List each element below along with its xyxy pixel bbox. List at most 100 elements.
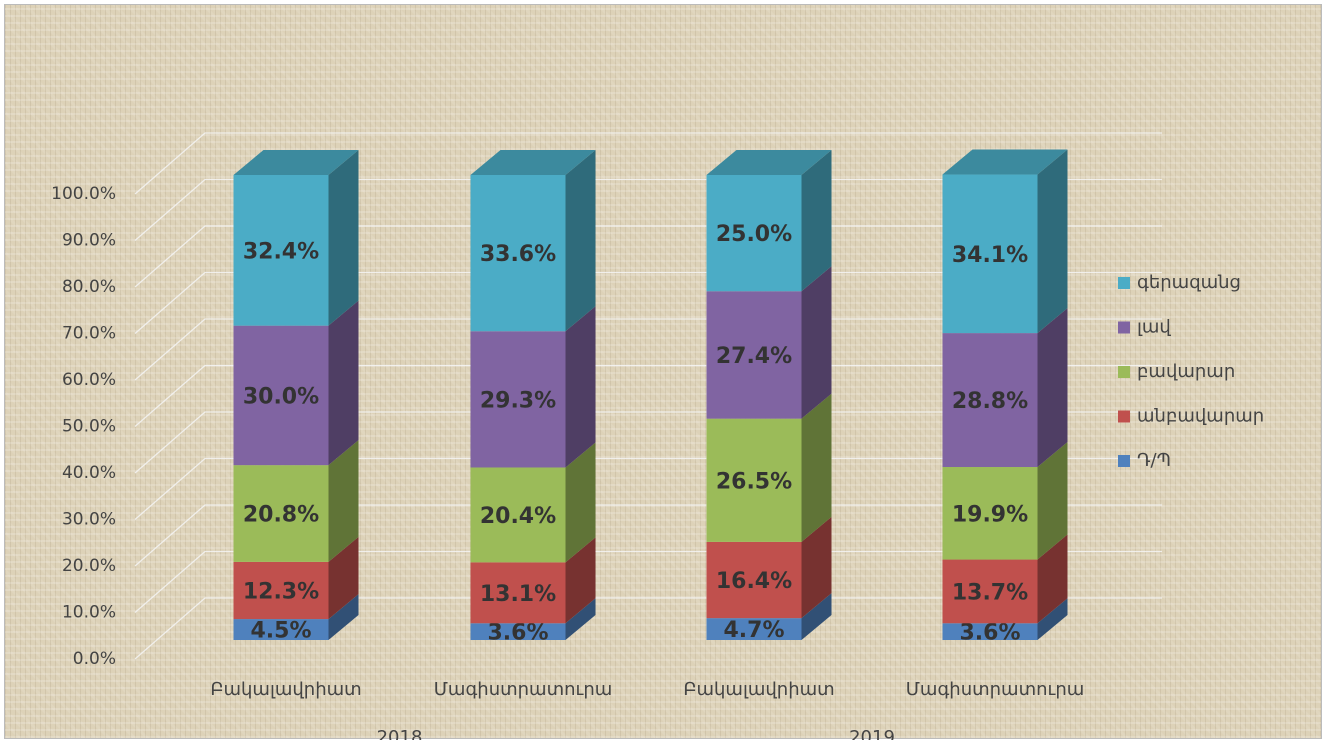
bar-side: [328, 300, 359, 466]
data-label: 3.6%: [487, 621, 548, 646]
y-tick-label: 60.0%: [62, 370, 116, 390]
legend-label: բավարար: [1137, 361, 1235, 382]
data-label: 34.1%: [952, 243, 1028, 268]
data-label: 32.4%: [243, 239, 319, 264]
bar-side: [328, 536, 359, 620]
data-label: 3.6%: [959, 621, 1020, 646]
data-label: 30.0%: [243, 384, 319, 409]
grid-line: [134, 225, 1162, 288]
legend-label: լավ: [1137, 317, 1171, 338]
bar-side: [801, 516, 832, 619]
bar-segment: [470, 467, 566, 563]
data-label: 33.6%: [480, 242, 556, 267]
bar-segment: [470, 623, 566, 640]
y-tick-label: 90.0%: [62, 231, 116, 251]
y-tick-label: 100.0%: [51, 184, 116, 204]
bar-side: [801, 393, 832, 542]
bar-segment: [233, 465, 329, 562]
bar-side: [1037, 442, 1068, 560]
legend-label: գերազանց: [1137, 272, 1241, 293]
bar-side: [801, 150, 832, 292]
bar-side: [1037, 534, 1068, 624]
bar-side: [565, 598, 596, 640]
group-label: 2018: [377, 727, 423, 740]
y-tick-label: 40.0%: [62, 463, 116, 483]
y-tick-label: 0.0%: [73, 649, 116, 669]
bar-segment: [706, 541, 802, 619]
data-label: 26.5%: [716, 469, 792, 494]
bar-segment: [706, 618, 802, 640]
y-tick-label: 10.0%: [62, 603, 116, 623]
x-tick-label: Բակալավրիատ: [210, 679, 361, 700]
legend-swatch: [1118, 277, 1130, 289]
bar-segment: [233, 325, 329, 466]
chart-frame: [4, 4, 1322, 739]
x-tick-label: Բակալավրիատ: [683, 679, 834, 700]
grid-line: [134, 597, 1162, 660]
data-label: 16.4%: [716, 569, 792, 594]
legend-swatch: [1118, 455, 1130, 467]
bar-side: [565, 442, 596, 563]
legend-label: անբավարար: [1137, 406, 1264, 427]
data-label: 13.7%: [952, 580, 1028, 605]
bar-segment: [942, 333, 1038, 468]
group-label: 2019: [849, 727, 895, 740]
bar-segment: [233, 619, 329, 640]
data-label: 20.8%: [243, 503, 319, 528]
y-tick-label: 50.0%: [62, 417, 116, 437]
bar-side: [328, 594, 359, 640]
grid-line: [134, 132, 1162, 195]
data-label: 13.1%: [480, 582, 556, 607]
data-label: 12.3%: [243, 579, 319, 604]
bar-segment: [942, 623, 1038, 640]
bar-side: [328, 150, 359, 326]
grid-line: [134, 457, 1162, 520]
legend-swatch: [1118, 366, 1130, 378]
bar-top: [470, 150, 596, 175]
bar-side: [565, 150, 596, 332]
data-label: 4.5%: [250, 619, 311, 644]
bar-segment: [706, 291, 802, 419]
bar-side: [1037, 598, 1068, 640]
grid-line: [134, 364, 1162, 427]
bar-segment: [233, 175, 329, 326]
data-label: 27.4%: [716, 344, 792, 369]
y-tick-label: 20.0%: [62, 556, 116, 576]
data-label: 19.9%: [952, 502, 1028, 527]
bar-segment: [233, 561, 329, 620]
bar-segment: [470, 175, 566, 332]
grid-line: [134, 550, 1162, 613]
bar-segment: [706, 175, 802, 292]
bar-side: [328, 440, 359, 562]
bar-side: [1037, 149, 1068, 334]
grid-line: [134, 178, 1162, 241]
bar-segment: [942, 467, 1038, 560]
data-label: 20.4%: [480, 504, 556, 529]
legend-swatch: [1118, 410, 1130, 423]
bar-segment: [470, 331, 566, 468]
x-tick-label: Մագիստրատուրա: [906, 679, 1085, 700]
bar-segment: [942, 174, 1038, 334]
bar-side: [565, 306, 596, 468]
legend-swatch: [1118, 321, 1130, 334]
grid-line: [134, 271, 1162, 334]
data-label: 4.7%: [723, 618, 784, 643]
bar-segment: [942, 559, 1038, 624]
bar-segment: [470, 562, 566, 624]
y-tick-label: 30.0%: [62, 510, 116, 530]
bar-top: [706, 150, 832, 175]
data-label: 29.3%: [480, 388, 556, 413]
legend-label: Դ/Պ: [1137, 450, 1171, 471]
bar-side: [801, 266, 832, 419]
x-tick-label: Մագիստրատուրա: [434, 679, 613, 700]
bar-top: [233, 150, 359, 175]
bar-side: [1037, 308, 1068, 468]
y-tick-label: 80.0%: [62, 277, 116, 297]
grid-line: [134, 411, 1162, 474]
y-tick-label: 70.0%: [62, 324, 116, 344]
data-label: 25.0%: [716, 222, 792, 247]
bar-side: [565, 537, 596, 624]
grid-line: [134, 318, 1162, 381]
data-label: 28.8%: [952, 389, 1028, 414]
